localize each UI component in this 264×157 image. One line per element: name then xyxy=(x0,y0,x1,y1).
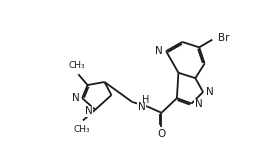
Text: N: N xyxy=(206,87,214,97)
Text: CH₃: CH₃ xyxy=(68,61,85,70)
Text: O: O xyxy=(157,129,166,139)
Text: N: N xyxy=(72,93,80,103)
Text: N: N xyxy=(155,46,163,56)
Text: CH₃: CH₃ xyxy=(73,125,90,134)
Text: N: N xyxy=(195,99,202,109)
Text: H: H xyxy=(142,95,149,106)
Text: N: N xyxy=(138,102,145,112)
Text: Br: Br xyxy=(219,33,230,43)
Text: N: N xyxy=(85,106,93,116)
